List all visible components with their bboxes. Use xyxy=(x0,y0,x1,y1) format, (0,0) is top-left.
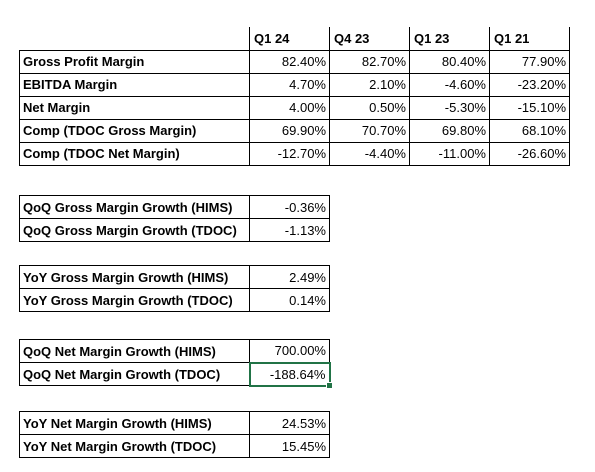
value-cell[interactable]: -0.36% xyxy=(249,195,330,219)
selected-cell-value: -188.64% xyxy=(269,366,326,382)
header-cell-q1-23[interactable]: Q1 23 xyxy=(409,27,490,51)
row-label-cell[interactable]: YoY Gross Margin Growth (TDOC) xyxy=(19,288,250,312)
value-cell[interactable]: 15.45% xyxy=(249,434,330,458)
header-blank-cell[interactable] xyxy=(20,27,250,50)
value-cell[interactable]: -26.60% xyxy=(489,141,570,166)
table-row: QoQ Gross Margin Growth (HIMS) -0.36% xyxy=(19,195,330,219)
value-cell[interactable]: 4.70% xyxy=(249,72,330,97)
value-cell[interactable]: 24.53% xyxy=(249,411,330,435)
row-label-cell[interactable]: Gross Profit Margin xyxy=(19,49,250,74)
table-row: YoY Gross Margin Growth (HIMS) 2.49% xyxy=(19,265,330,289)
row-label-cell[interactable]: Comp (TDOC Net Margin) xyxy=(19,141,250,166)
table-row: YoY Gross Margin Growth (TDOC) 0.14% xyxy=(19,288,330,312)
table-row: YoY Net Margin Growth (TDOC) 15.45% xyxy=(19,434,330,458)
table-row-net-margin: Net Margin 4.00% 0.50% -5.30% -15.10% xyxy=(19,95,570,120)
value-cell[interactable]: 0.50% xyxy=(329,95,410,120)
value-cell[interactable]: 700.00% xyxy=(249,339,330,363)
value-cell[interactable]: -1.13% xyxy=(249,218,330,242)
row-label-cell[interactable]: YoY Net Margin Growth (TDOC) xyxy=(19,434,250,458)
value-cell[interactable]: 2.10% xyxy=(329,72,410,97)
value-cell[interactable]: -4.40% xyxy=(329,141,410,166)
margin-comparison-table: Q1 24 Q4 23 Q1 23 Q1 21 Gross Profit Mar… xyxy=(19,27,570,166)
value-cell[interactable]: 2.49% xyxy=(249,265,330,289)
yoy-net-margin-growth-table: YoY Net Margin Growth (HIMS) 24.53% YoY … xyxy=(19,411,330,458)
header-cell-q4-23[interactable]: Q4 23 xyxy=(329,27,410,51)
value-cell[interactable]: -11.00% xyxy=(409,141,490,166)
qoq-gross-margin-growth-table: QoQ Gross Margin Growth (HIMS) -0.36% Qo… xyxy=(19,195,330,242)
value-cell[interactable]: 4.00% xyxy=(249,95,330,120)
value-cell[interactable]: -4.60% xyxy=(409,72,490,97)
table-row: QoQ Gross Margin Growth (TDOC) -1.13% xyxy=(19,218,330,242)
value-cell[interactable]: 82.40% xyxy=(249,49,330,74)
row-label-cell[interactable]: YoY Net Margin Growth (HIMS) xyxy=(19,411,250,435)
table-row-gross-profit-margin: Gross Profit Margin 82.40% 82.70% 80.40%… xyxy=(19,49,570,74)
table-row-ebitda-margin: EBITDA Margin 4.70% 2.10% -4.60% -23.20% xyxy=(19,72,570,97)
selected-value-cell[interactable]: -188.64% xyxy=(248,361,333,389)
value-cell[interactable]: 70.70% xyxy=(329,118,410,143)
row-label-cell[interactable]: Net Margin xyxy=(19,95,250,120)
table-row: QoQ Net Margin Growth (HIMS) 700.00% xyxy=(19,339,330,363)
row-label-cell[interactable]: Comp (TDOC Gross Margin) xyxy=(19,118,250,143)
table-row: YoY Net Margin Growth (HIMS) 24.53% xyxy=(19,411,330,435)
row-label-cell[interactable]: QoQ Net Margin Growth (HIMS) xyxy=(19,339,250,363)
table-row: QoQ Net Margin Growth (TDOC) -188.64% xyxy=(19,361,333,389)
value-cell[interactable]: 77.90% xyxy=(489,49,570,74)
value-cell[interactable]: -5.30% xyxy=(409,95,490,120)
value-cell[interactable]: -23.20% xyxy=(489,72,570,97)
table-row-comp-tdoc-net-margin: Comp (TDOC Net Margin) -12.70% -4.40% -1… xyxy=(19,141,570,166)
row-label-cell[interactable]: QoQ Net Margin Growth (TDOC) xyxy=(19,362,250,386)
value-cell[interactable]: 69.80% xyxy=(409,118,490,143)
row-label-cell[interactable]: EBITDA Margin xyxy=(19,72,250,97)
yoy-gross-margin-growth-table: YoY Gross Margin Growth (HIMS) 2.49% YoY… xyxy=(19,265,330,312)
value-cell[interactable]: -12.70% xyxy=(249,141,330,166)
fill-handle[interactable] xyxy=(325,381,333,389)
value-cell[interactable]: 0.14% xyxy=(249,288,330,312)
header-cell-q1-24[interactable]: Q1 24 xyxy=(249,27,330,51)
header-row: Q1 24 Q4 23 Q1 23 Q1 21 xyxy=(20,27,570,51)
value-cell[interactable]: 82.70% xyxy=(329,49,410,74)
row-label-cell[interactable]: QoQ Gross Margin Growth (TDOC) xyxy=(19,218,250,242)
value-cell[interactable]: 68.10% xyxy=(489,118,570,143)
value-cell[interactable]: -15.10% xyxy=(489,95,570,120)
table-row-comp-tdoc-gross-margin: Comp (TDOC Gross Margin) 69.90% 70.70% 6… xyxy=(19,118,570,143)
row-label-cell[interactable]: YoY Gross Margin Growth (HIMS) xyxy=(19,265,250,289)
qoq-net-margin-growth-table: QoQ Net Margin Growth (HIMS) 700.00% QoQ… xyxy=(19,339,333,389)
header-cell-q1-21[interactable]: Q1 21 xyxy=(489,27,570,51)
value-cell[interactable]: 80.40% xyxy=(409,49,490,74)
row-label-cell[interactable]: QoQ Gross Margin Growth (HIMS) xyxy=(19,195,250,219)
value-cell[interactable]: 69.90% xyxy=(249,118,330,143)
